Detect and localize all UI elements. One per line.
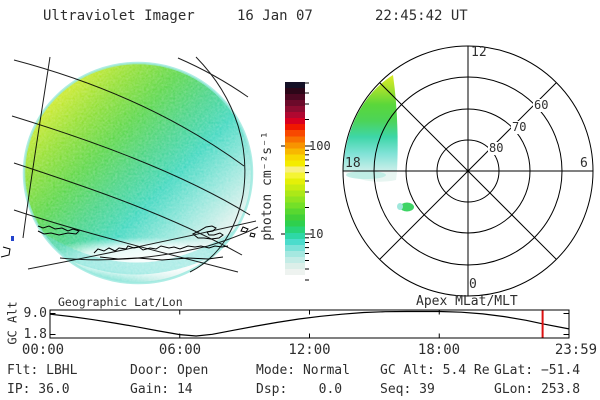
polar-plot <box>342 45 594 297</box>
colorbar-tick-10: 10 <box>309 227 324 241</box>
status-mode: Mode: Normal <box>256 363 350 378</box>
ytick-9: 9.0 <box>23 306 47 321</box>
status-dsp: Dsp: 0.0 <box>256 382 343 397</box>
xtick-2359: 23:59 <box>554 342 598 358</box>
mlat-ring-80: 80 <box>488 141 505 155</box>
page-title: Ultraviolet Imager <box>43 8 195 24</box>
gc-alt-plot <box>49 309 570 339</box>
ytick-1_8: 1.8 <box>23 327 47 342</box>
axis-ticks <box>50 310 569 338</box>
xtick-1200: 12:00 <box>288 342 331 358</box>
xtick-0000: 00:00 <box>21 342 65 358</box>
xtick-0600: 06:00 <box>158 342 202 358</box>
mlt-label-0: 0 <box>469 277 477 292</box>
status-ip: IP: 36.0 <box>7 382 70 397</box>
mlt-label-18: 18 <box>345 156 361 171</box>
status-gcalt: GC Alt: 5.4 Re <box>380 363 490 378</box>
mlat-ring-60: 60 <box>533 98 550 112</box>
polar-caption: Apex MLat/MLT <box>416 294 518 309</box>
status-glat: GLat: −51.4 <box>494 363 581 378</box>
uv-disk-image <box>22 61 254 285</box>
status-door: Door: Open <box>130 363 209 378</box>
mlat-ring-70: 70 <box>511 120 528 134</box>
blue-pixel-artifact <box>11 236 14 241</box>
disk-caption: Geographic Lat/Lon <box>58 295 183 309</box>
coastlines <box>0 225 256 261</box>
mlt-label-6: 6 <box>580 156 588 171</box>
aurora-wedge <box>343 75 398 171</box>
aurora-spot <box>400 202 414 212</box>
status-seq: Seq: 39 <box>380 382 435 397</box>
status-flt: Flt: LBHL <box>7 363 78 378</box>
gc-alt-axis-label: GC Alt <box>5 301 20 345</box>
status-glon: GLon: 253.8 <box>494 382 581 397</box>
time-label: 22:45:42 UT <box>375 8 468 24</box>
colorbar-unit-label: photon cm⁻²s⁻¹ <box>260 131 276 241</box>
xtick-1800: 18:00 <box>417 342 461 358</box>
status-gain: Gain: 14 <box>130 382 193 397</box>
colorbar-tick-100: 100 <box>309 139 331 153</box>
disk-limb-fringe <box>22 61 254 285</box>
date-label: 16 Jan 07 <box>237 8 313 24</box>
geo-grid-lines <box>11 56 259 273</box>
gc-alt-curve <box>49 310 570 337</box>
colorbar <box>285 82 305 281</box>
polar-grid <box>342 45 594 297</box>
mlt-label-12: 12 <box>471 45 487 60</box>
colorbar-ticks <box>281 82 312 281</box>
